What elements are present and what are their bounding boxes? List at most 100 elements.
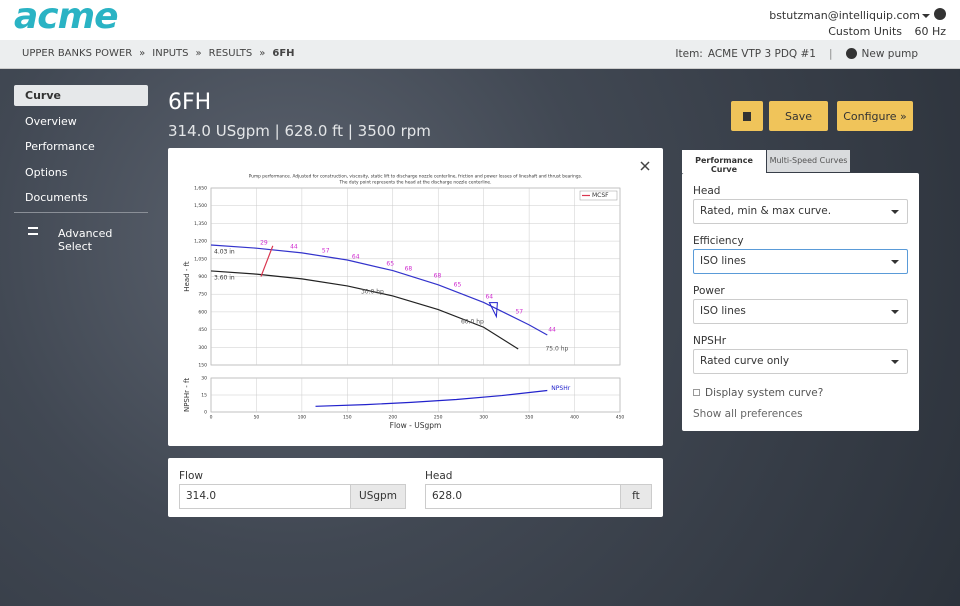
plus-icon <box>845 48 857 59</box>
crumb[interactable]: INPUTS <box>152 48 189 59</box>
annotation: 68 <box>405 265 413 272</box>
preferences-panel: Head Rated, min & max curve. Efficiency … <box>682 173 919 431</box>
configure-button[interactable]: Configure » <box>837 101 913 131</box>
frequency[interactable]: 60 Hz <box>914 25 946 38</box>
y-tick-label: 0 <box>204 410 207 416</box>
select-value: Rated curve only <box>700 355 790 367</box>
x-tick-label: 50 <box>254 415 260 421</box>
annotation: 65 <box>386 260 394 267</box>
duty-point <box>488 302 498 319</box>
globe-icon[interactable] <box>934 8 946 20</box>
flow-input[interactable]: 314.0 <box>179 484 351 509</box>
y-tick-label: 15 <box>201 393 207 399</box>
save-button[interactable]: Save <box>769 101 828 131</box>
head-label: Head <box>425 470 453 482</box>
annotation: 64 <box>352 254 360 261</box>
y-tick-label: 750 <box>198 292 207 298</box>
x-tick-label: 350 <box>525 415 534 421</box>
expand-icon[interactable] <box>640 161 650 171</box>
y-tick-label: 1,350 <box>194 221 207 227</box>
select[interactable]: Rated, min & max curve. <box>693 199 908 224</box>
select[interactable]: ISO lines <box>693 249 908 274</box>
nav-item[interactable]: Options <box>25 166 68 179</box>
select-value: ISO lines <box>700 255 746 267</box>
curve-label: 4.03 in <box>214 248 235 255</box>
x-tick-label: 400 <box>570 415 579 421</box>
legend-label: MCSF <box>592 192 609 199</box>
separator: » <box>259 48 266 59</box>
divider <box>14 212 148 213</box>
chart-panel: Pump performance. Adjusted for construct… <box>168 148 663 446</box>
advanced-select[interactable]: Advanced Select <box>58 227 113 253</box>
y-axis-label: NPSHr - ft <box>183 378 191 412</box>
nav-item[interactable]: Performance <box>25 140 95 153</box>
x-tick-label: 150 <box>343 415 352 421</box>
annotation: 75.0 hp <box>545 345 568 352</box>
x-tick-label: 100 <box>298 415 307 421</box>
select[interactable]: ISO lines <box>693 299 908 324</box>
select[interactable]: Rated curve only <box>693 349 908 374</box>
sliders-icon <box>28 227 38 235</box>
logo[interactable]: acme <box>14 0 119 37</box>
series-line <box>210 270 519 350</box>
breadcrumb: UPPER BANKS POWER » INPUTS » RESULTS » 6FH <box>22 48 295 59</box>
annotation: 60.0 hp <box>461 319 484 326</box>
item-info: Item: ACME VTP 3 PDQ #1 | New pump <box>675 48 918 60</box>
tab[interactable]: Multi-Speed Curves <box>767 150 850 172</box>
annotation: 68 <box>434 272 442 279</box>
crumb[interactable]: RESULTS <box>208 48 253 59</box>
legend-box <box>579 190 618 201</box>
pump-name: 6FH <box>168 90 212 115</box>
caret <box>922 14 930 22</box>
annotation: 57 <box>322 248 330 255</box>
x-tick-label: 0 <box>210 415 213 421</box>
annotation: 65 <box>454 281 462 288</box>
annotation: 30.0 hp <box>361 288 384 295</box>
user-menu[interactable]: bstutzman@intelliquip.com <box>769 9 920 22</box>
chart-title: The duty point represents the head at th… <box>339 180 492 186</box>
delete-button[interactable] <box>731 101 763 131</box>
y-tick-label: 450 <box>198 327 207 333</box>
crumb[interactable]: UPPER BANKS POWER <box>22 48 133 59</box>
annotation: 64 <box>485 294 493 301</box>
select-value: ISO lines <box>700 305 746 317</box>
units[interactable]: Custom Units <box>828 25 902 38</box>
annotation: 44 <box>548 326 556 333</box>
duty-panel: Flow 314.0 USgpm Head 628.0 ft <box>168 458 663 517</box>
separator: » <box>139 48 146 59</box>
tab-active[interactable]: Performance Curve <box>682 150 766 174</box>
field-label: Efficiency <box>693 235 744 247</box>
item-name: ACME VTP 3 PDQ #1 <box>707 48 816 60</box>
curve-label: 3.60 in <box>214 274 235 281</box>
flow-unit: USgpm <box>350 484 406 509</box>
separator: » <box>195 48 202 59</box>
x-tick-label: 450 <box>616 415 625 421</box>
chart: Pump performance. Adjusted for construct… <box>183 161 650 430</box>
head-unit: ft <box>620 484 652 509</box>
y-tick-label: 600 <box>198 309 207 315</box>
head-input[interactable]: 628.0 <box>425 484 621 509</box>
y-tick-label: 30 <box>201 376 207 382</box>
top-bar: acme bstutzman@intelliquip.com Custom Un… <box>0 0 960 40</box>
x-tick-label: 250 <box>434 415 443 421</box>
annotation: 57 <box>515 309 523 316</box>
save-label: Save <box>784 109 812 123</box>
y-tick-label: 1,200 <box>194 239 207 245</box>
checkbox-label[interactable]: Display system curve? <box>705 387 824 399</box>
nav-item[interactable]: Documents <box>25 191 88 204</box>
y-axis-label: Head - ft <box>183 261 191 292</box>
nav-item-active[interactable]: Curve <box>14 85 148 106</box>
series-line <box>260 245 274 277</box>
flow-label: Flow <box>179 470 203 482</box>
nav-item[interactable]: Overview <box>25 115 77 128</box>
checkbox[interactable] <box>693 389 700 396</box>
field-label: Head <box>693 185 721 197</box>
field-label: Power <box>693 285 725 297</box>
annotation: 29 <box>260 239 268 246</box>
select-value: Rated, min & max curve. <box>700 205 832 217</box>
new-pump[interactable]: New pump <box>861 48 918 60</box>
y-tick-label: 1,050 <box>194 256 207 262</box>
y-tick-label: 1,500 <box>194 203 207 209</box>
preferences-link[interactable]: Show all preferences <box>693 408 803 420</box>
